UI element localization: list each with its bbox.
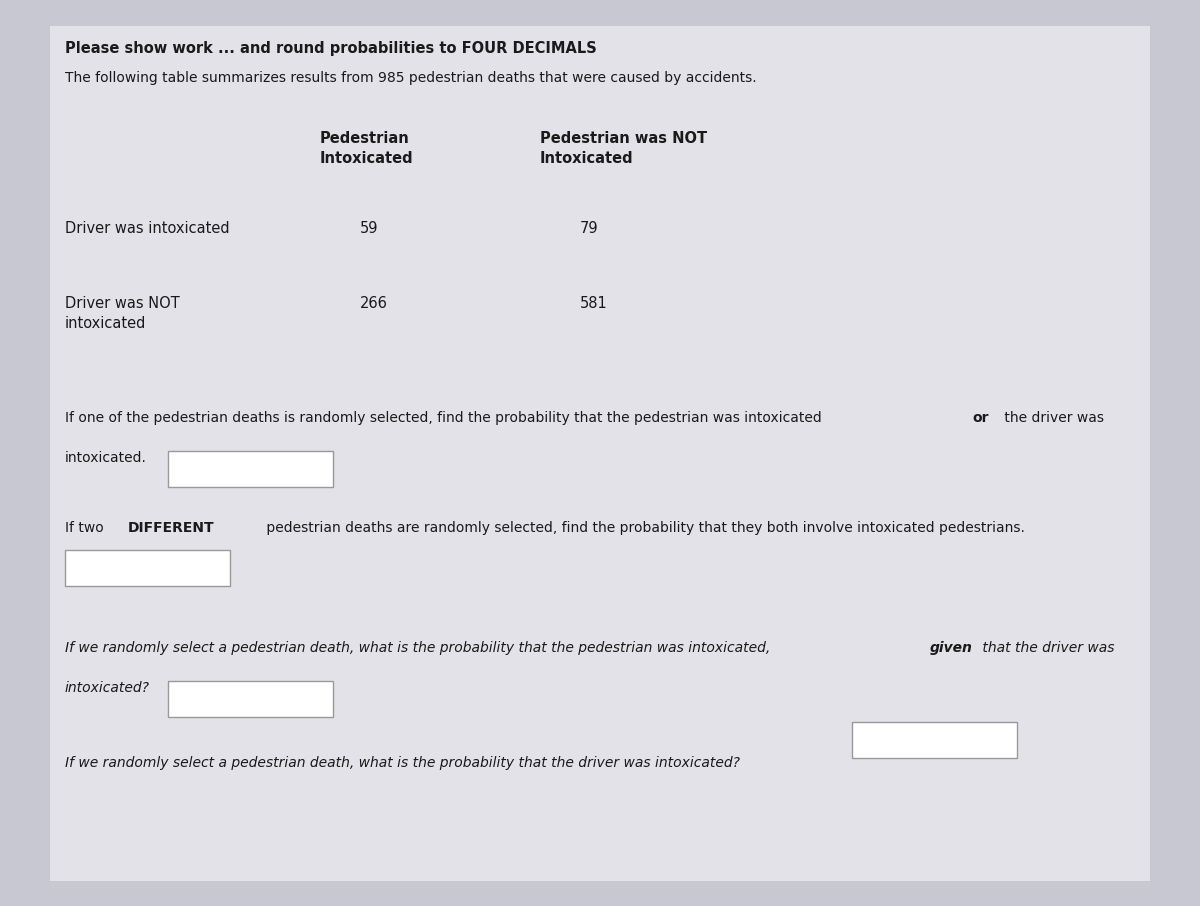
Text: the driver was: the driver was [1000, 411, 1104, 425]
FancyBboxPatch shape [65, 550, 230, 586]
FancyBboxPatch shape [852, 722, 1018, 758]
Text: 266: 266 [360, 296, 388, 311]
Text: The following table summarizes results from 985 pedestrian deaths that were caus: The following table summarizes results f… [65, 71, 757, 85]
Text: Pedestrian
Intoxicated: Pedestrian Intoxicated [320, 131, 414, 166]
Text: If two: If two [65, 521, 108, 535]
Text: pedestrian deaths are randomly selected, find the probability that they both inv: pedestrian deaths are randomly selected,… [262, 521, 1025, 535]
Text: intoxicated.: intoxicated. [65, 451, 146, 465]
Text: 59: 59 [360, 221, 378, 236]
Text: Driver was intoxicated: Driver was intoxicated [65, 221, 229, 236]
Text: intoxicated?: intoxicated? [65, 681, 150, 695]
Text: that the driver was: that the driver was [978, 641, 1115, 655]
Text: Pedestrian was NOT
Intoxicated: Pedestrian was NOT Intoxicated [540, 131, 707, 166]
FancyBboxPatch shape [168, 451, 334, 487]
FancyBboxPatch shape [168, 681, 334, 717]
Text: If we randomly select a pedestrian death, what is the probability that the drive: If we randomly select a pedestrian death… [65, 756, 740, 770]
Text: If we randomly select a pedestrian death, what is the probability that the pedes: If we randomly select a pedestrian death… [65, 641, 775, 655]
Text: DIFFERENT: DIFFERENT [128, 521, 215, 535]
Text: If one of the pedestrian deaths is randomly selected, find the probability that : If one of the pedestrian deaths is rando… [65, 411, 826, 425]
Text: or: or [972, 411, 989, 425]
Text: 581: 581 [580, 296, 607, 311]
Text: Driver was NOT
intoxicated: Driver was NOT intoxicated [65, 296, 180, 331]
FancyBboxPatch shape [50, 26, 1150, 881]
Text: Please show work ... and round probabilities to FOUR DECIMALS: Please show work ... and round probabili… [65, 41, 596, 56]
Text: given: given [930, 641, 973, 655]
Text: 79: 79 [580, 221, 599, 236]
